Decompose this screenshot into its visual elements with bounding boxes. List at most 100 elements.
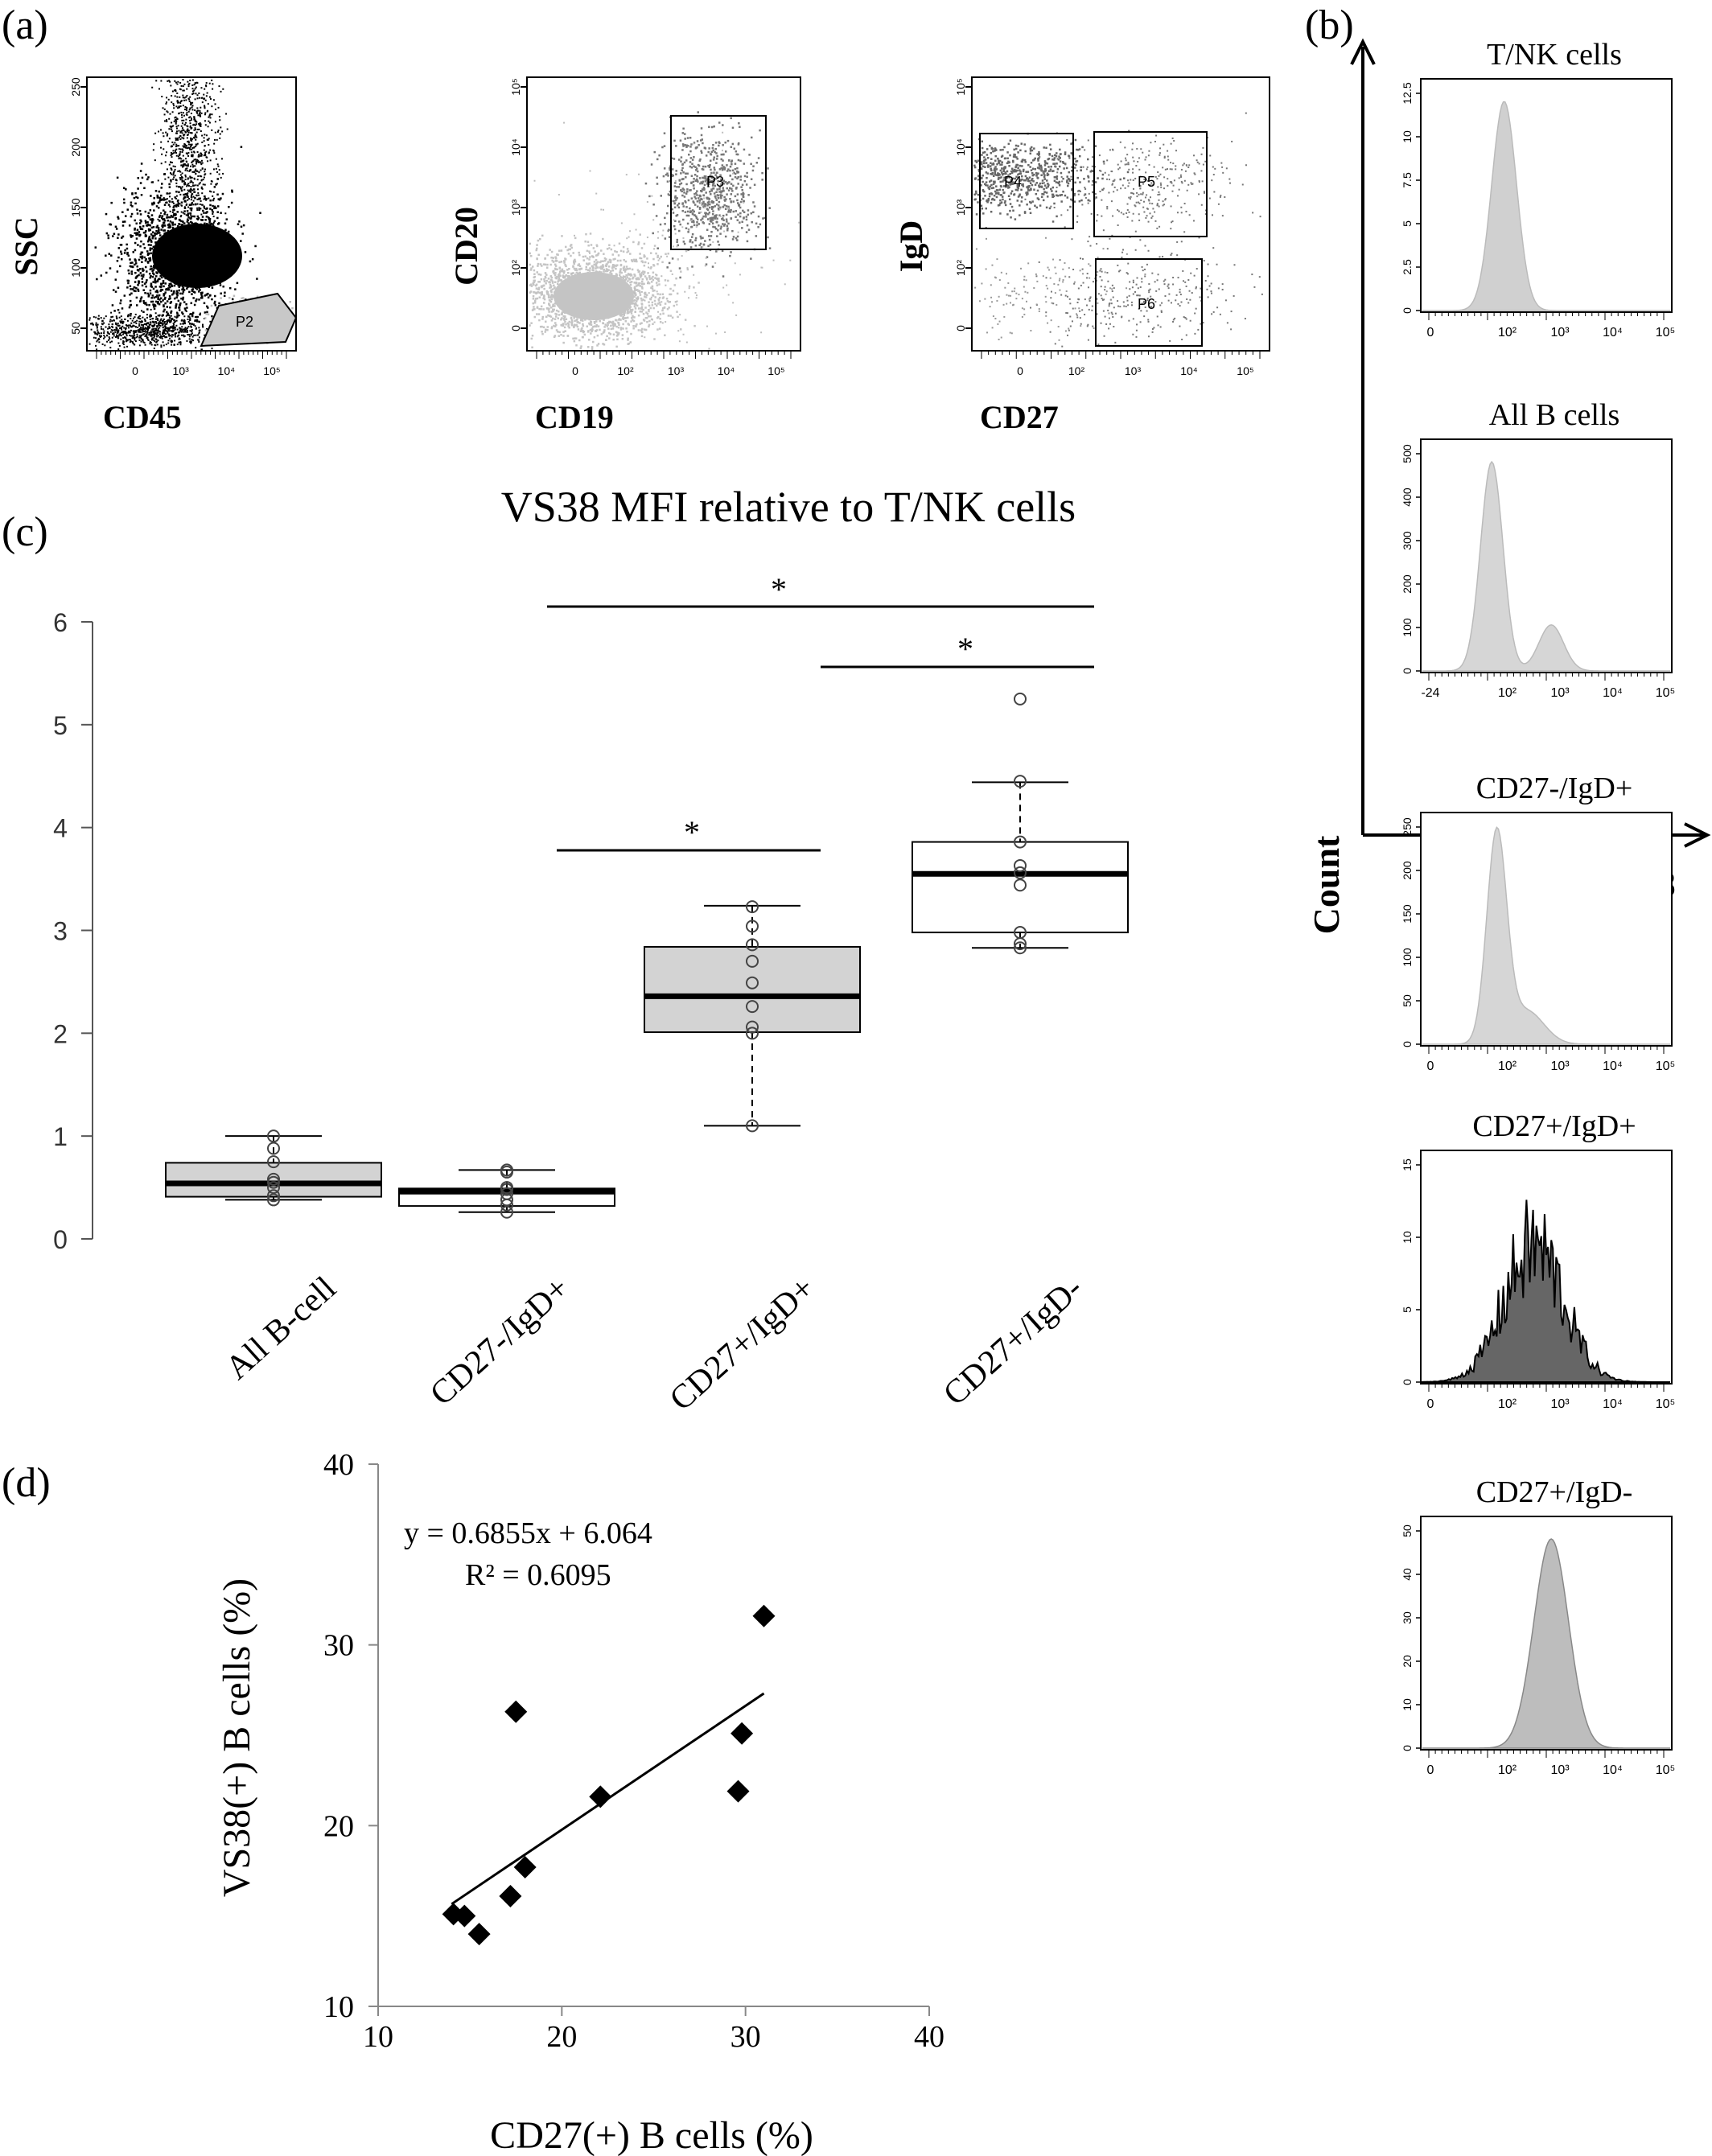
event [204,294,206,297]
event [552,308,554,311]
event [537,291,540,294]
event [137,290,140,292]
event [633,295,636,298]
event [661,261,664,264]
event [114,225,117,228]
event [97,331,99,334]
event [134,281,137,283]
event [91,322,93,324]
event [589,267,591,270]
event [568,267,570,270]
event [656,293,659,295]
event [171,221,175,224]
event [546,293,549,295]
event [157,229,160,232]
event [149,314,151,316]
event [552,257,555,259]
event [187,184,190,187]
event [180,328,183,331]
event [176,312,179,315]
event [185,106,187,109]
event [167,176,170,179]
event [103,332,105,335]
event [652,257,655,261]
event [189,132,191,134]
event [178,338,180,340]
event [167,98,170,101]
event [146,215,150,217]
event [632,327,635,330]
event [626,316,629,319]
event [188,290,191,294]
event [200,162,202,164]
event [212,88,214,90]
event [189,212,191,215]
event [206,305,208,308]
event [94,246,97,249]
event [636,277,640,279]
event [562,276,566,279]
event [646,320,648,323]
event [543,278,545,281]
event [175,143,178,146]
event [106,340,109,343]
event [184,179,187,181]
event [562,341,565,344]
event [163,224,166,227]
event [636,300,638,302]
event [168,335,171,337]
event [587,339,591,341]
event [193,89,195,92]
event [195,172,197,175]
event [173,290,175,293]
event [198,122,200,125]
event [126,319,129,322]
event [533,276,536,279]
event [198,154,200,156]
event [90,328,93,331]
event [178,158,180,160]
event [222,285,224,288]
event [610,327,613,331]
event [199,122,201,125]
event [177,107,179,109]
event [182,220,184,223]
event [200,312,202,315]
event [607,322,609,324]
event [96,324,98,327]
event [529,252,531,255]
event [546,263,549,266]
event [161,183,163,185]
event [111,325,113,327]
event [129,258,131,261]
event [573,267,576,270]
event [634,260,636,263]
event [549,315,553,318]
event [183,188,186,191]
event [113,232,116,235]
event [138,317,141,319]
event [149,289,152,292]
event [163,204,167,206]
event [197,175,200,178]
event [130,236,133,238]
event [639,257,641,260]
event [180,111,183,113]
event [602,322,605,325]
event [166,323,168,325]
event [186,88,188,90]
event [659,321,662,323]
event [185,204,187,207]
event [587,330,590,332]
event [161,333,163,335]
event [205,208,208,210]
event [642,308,644,311]
event [166,311,168,314]
event [142,311,145,314]
event [212,195,214,197]
event [175,121,177,124]
event [217,165,220,167]
event [640,299,643,302]
event [112,315,114,318]
event [609,259,612,261]
